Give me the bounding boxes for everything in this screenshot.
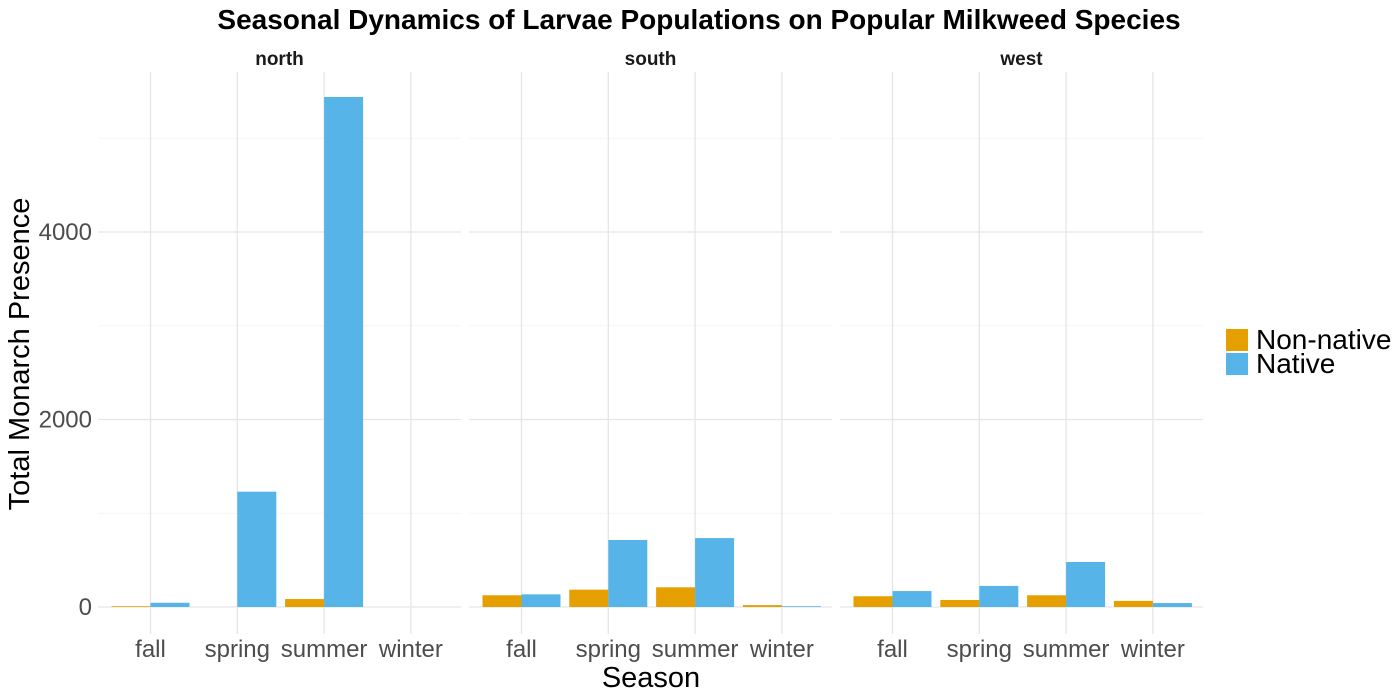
bar-south-winter-non-native — [742, 605, 782, 607]
bar-south-spring-native — [608, 539, 648, 607]
bar-west-summer-non-native — [1027, 595, 1067, 607]
x-axis-title: Season — [602, 662, 700, 694]
x-tick-label: spring — [576, 636, 641, 663]
legend-label: Non-native — [1256, 324, 1391, 355]
bar-south-summer-native — [695, 538, 735, 607]
x-tick-label: summer — [281, 636, 368, 663]
facet-panel-west: west fall spring summer winter — [840, 49, 1203, 663]
y-tick-label: 4000 — [39, 219, 92, 246]
bar-north-fall-non-native — [111, 606, 151, 607]
x-tick-label: summer — [1023, 636, 1110, 663]
bar-west-fall-native — [892, 591, 932, 607]
bar-west-fall-non-native — [853, 596, 893, 607]
facet-label-south: south — [625, 49, 677, 70]
x-tick-label: fall — [135, 636, 166, 663]
x-tick-label: winter — [1120, 636, 1185, 663]
bar-west-winter-non-native — [1113, 600, 1153, 607]
facet-panels: north fall spring summer winter south fall spri… — [98, 49, 1203, 663]
facet-panel-south: south fall spring summer winter — [469, 49, 832, 663]
bar-south-winter-native — [781, 606, 821, 607]
bar-north-summer-native — [324, 97, 364, 607]
bar-south-spring-non-native — [569, 589, 609, 607]
legend-label: Native — [1256, 348, 1335, 379]
x-tick-label: winter — [378, 636, 443, 663]
x-tick-label: fall — [877, 636, 908, 663]
bar-west-summer-native — [1066, 562, 1106, 607]
y-axis-ticks: 0 2000 4000 — [39, 219, 92, 621]
x-tick-label: winter — [749, 636, 814, 663]
x-tick-label: fall — [506, 636, 537, 663]
x-tick-label: summer — [652, 636, 739, 663]
bar-west-spring-native — [979, 585, 1019, 607]
y-tick-label: 2000 — [39, 407, 92, 434]
bar-north-summer-non-native — [285, 599, 325, 607]
bar-south-fall-native — [521, 594, 561, 607]
bar-south-summer-non-native — [656, 587, 696, 607]
facet-label-north: north — [255, 49, 304, 70]
facet-label-west: west — [999, 49, 1043, 70]
bar-north-fall-native — [150, 602, 190, 607]
facet-panel-north: north fall spring summer winter — [98, 49, 461, 663]
bar-north-spring-native — [237, 491, 277, 607]
bar-west-winter-native — [1152, 603, 1192, 607]
bar-south-fall-non-native — [482, 595, 522, 607]
x-tick-label: spring — [947, 636, 1012, 663]
y-axis-title: Total Monarch Presence — [4, 198, 36, 511]
chart-title: Seasonal Dynamics of Larvae Populations … — [217, 4, 1180, 35]
x-tick-label: spring — [205, 636, 270, 663]
y-tick-label: 0 — [79, 594, 92, 621]
bar-west-spring-non-native — [940, 599, 980, 607]
legend-key-non-native — [1226, 329, 1248, 351]
legend-key-native — [1226, 353, 1248, 375]
